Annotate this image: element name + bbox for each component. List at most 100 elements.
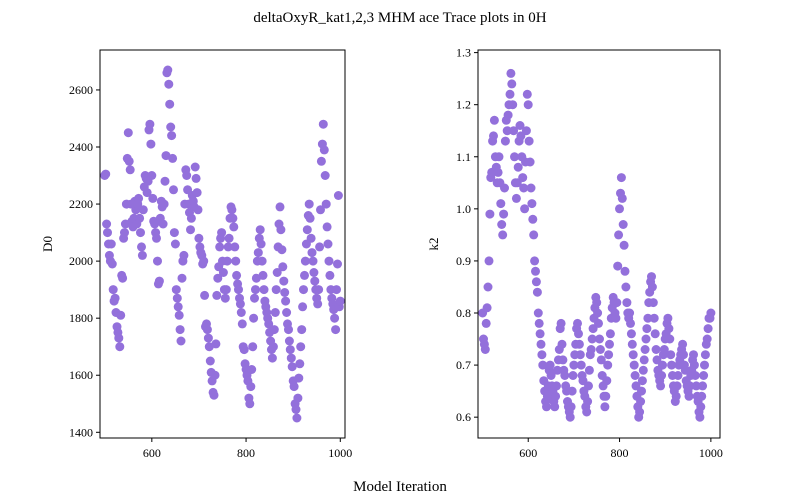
k2-point-18 <box>494 152 504 162</box>
k2-point-136 <box>602 376 612 386</box>
d0-point-178 <box>267 353 277 363</box>
k2-point-203 <box>663 313 673 323</box>
k2-point-13 <box>489 115 499 125</box>
k2-point-167 <box>630 371 640 380</box>
k2-point-213 <box>672 381 682 391</box>
k2-point-64 <box>536 339 546 349</box>
d0-point-179 <box>268 342 278 352</box>
d0-point-199 <box>287 362 297 372</box>
k2-point-134 <box>600 402 610 412</box>
k2-point-5 <box>482 303 492 313</box>
k2-x-tick-label: 1000 <box>699 446 723 460</box>
k2-point-197 <box>658 360 667 370</box>
k2-point-137 <box>603 360 613 370</box>
k2-point-54 <box>527 199 537 209</box>
k2-point-175 <box>637 376 647 386</box>
d0-point-230 <box>316 156 326 166</box>
k2-point-49 <box>522 89 532 99</box>
d0-point-239 <box>325 270 335 280</box>
d0-point-140 <box>232 270 242 280</box>
d0-point-75 <box>170 239 180 249</box>
d0-point-106 <box>200 290 210 300</box>
d0-point-78 <box>173 302 183 312</box>
k2-point-116 <box>584 381 593 391</box>
d0-point-158 <box>249 313 259 323</box>
d0-point-55 <box>152 233 161 243</box>
d0-point-226 <box>313 299 323 309</box>
k2-point-119 <box>586 345 596 354</box>
k2-point-37 <box>511 193 521 203</box>
d0-point-206 <box>294 373 304 383</box>
k2-point-163 <box>626 329 636 339</box>
k2-point-187 <box>648 298 658 308</box>
d0-point-246 <box>332 285 341 295</box>
k2-point-206 <box>666 350 676 360</box>
d0-point-248 <box>333 191 343 200</box>
d0-point-166 <box>256 239 266 249</box>
d0-point-207 <box>295 359 305 369</box>
k2-axes-frame <box>477 49 721 439</box>
k2-y-tick-label: 1.0 <box>456 202 471 216</box>
k2-point-104 <box>573 318 582 328</box>
k2-point-186 <box>647 282 657 292</box>
d0-point-205 <box>293 393 303 403</box>
d0-point-48 <box>145 119 155 129</box>
d0-x-tick-label: 1000 <box>328 446 352 460</box>
d0-point-120 <box>213 273 223 283</box>
d0-point-234 <box>320 171 330 180</box>
d0-point-84 <box>179 250 189 260</box>
d0-point-228 <box>315 242 325 252</box>
k2-point-33 <box>508 100 518 110</box>
d0-point-223 <box>310 276 320 286</box>
d0-point-163 <box>253 248 263 258</box>
d0-point-81 <box>176 336 186 346</box>
d0-point-71 <box>167 131 177 141</box>
d0-point-180 <box>269 325 279 335</box>
k2-point-147 <box>612 298 622 308</box>
d0-point-159 <box>250 293 259 303</box>
k2-point-174 <box>637 386 646 396</box>
k2-point-4 <box>481 318 491 328</box>
k2-point-232 <box>689 360 699 370</box>
k2-point-220 <box>679 350 688 360</box>
d0-point-208 <box>296 342 306 352</box>
d0-y-ticks: 1400 1600 1800 2000 2200 2400 2600 <box>69 83 100 439</box>
k2-point-46 <box>520 204 530 214</box>
k2-x-tick-label: 800 <box>611 446 629 460</box>
d0-point-221 <box>308 256 318 266</box>
d0-point-62 <box>158 219 168 229</box>
d0-point-195 <box>284 325 293 335</box>
k2-point-25 <box>500 136 510 146</box>
d0-point-119 <box>212 290 222 300</box>
k2-point-20 <box>496 199 506 209</box>
d0-point-70 <box>166 122 176 132</box>
d0-point-100 <box>194 233 204 243</box>
k2-point-227 <box>685 381 695 391</box>
k2-point-188 <box>649 313 659 323</box>
k2-point-96 <box>565 412 575 422</box>
k2-point-165 <box>628 350 638 360</box>
k2-point-243 <box>700 360 709 370</box>
d0-point-232 <box>318 119 328 129</box>
d0-point-15 <box>114 333 124 343</box>
k2-y-tick-label: 0.6 <box>456 410 471 424</box>
k2-point-239 <box>696 402 706 412</box>
d0-point-245 <box>331 325 341 335</box>
d0-point-148 <box>239 345 249 355</box>
d0-point-218 <box>305 213 315 223</box>
k2-point-97 <box>566 402 576 412</box>
d0-point-197 <box>285 345 295 355</box>
k2-point-204 <box>664 324 674 334</box>
k2-point-190 <box>651 345 661 354</box>
k2-x-tick-label: 600 <box>519 446 537 460</box>
k2-point-66 <box>538 360 548 370</box>
k2-point-50 <box>523 100 533 110</box>
k2-point-27 <box>502 126 512 136</box>
d0-point-69 <box>165 99 175 109</box>
d0-point-77 <box>172 293 182 303</box>
k2-point-214 <box>673 371 683 380</box>
k2-point-153 <box>617 193 627 203</box>
k2-point-234 <box>691 381 701 391</box>
k2-point-177 <box>639 355 649 365</box>
